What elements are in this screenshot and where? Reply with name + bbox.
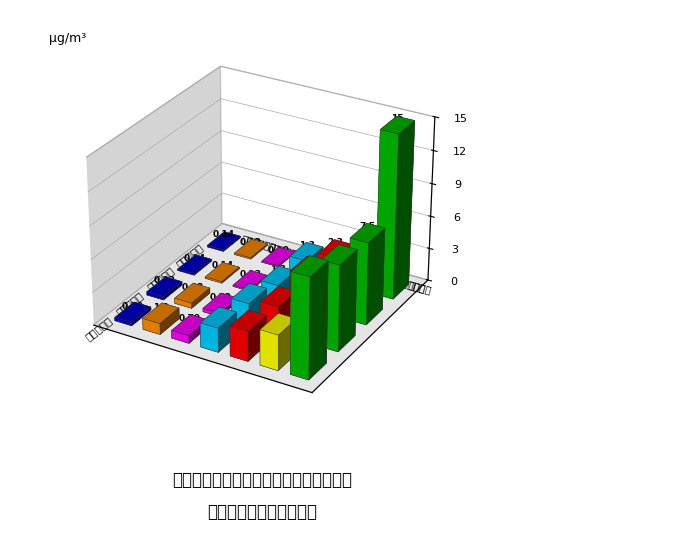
Text: μg/m³: μg/m³ <box>49 32 86 45</box>
Text: （非有機塩素系化合物）: （非有機塩素系化合物） <box>207 503 317 521</box>
Text: 平成２３年度有害大気汚染物質年平均値: 平成２３年度有害大気汚染物質年平均値 <box>172 471 352 489</box>
